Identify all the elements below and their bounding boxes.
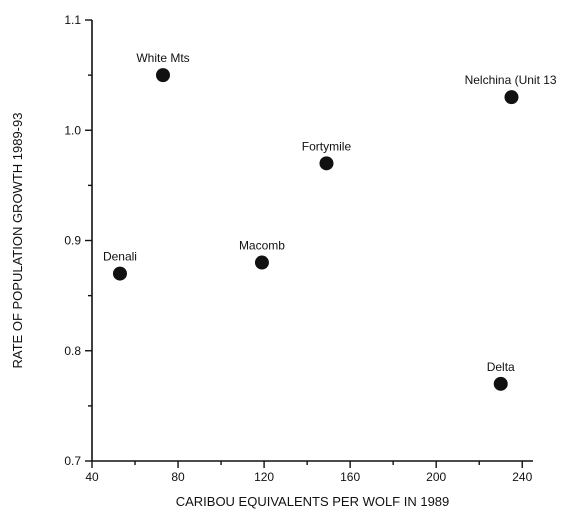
- x-axis-title: CARIBOU EQUIVALENTS PER WOLF IN 1989: [176, 494, 450, 509]
- x-tick-label: 120: [254, 470, 274, 484]
- y-tick-label: 1.1: [64, 13, 81, 27]
- point-label: Nelchina (Unit 13: [465, 73, 557, 87]
- data-point: [319, 156, 334, 171]
- y-tick-label: 1.0: [64, 123, 81, 137]
- point-label: Macomb: [239, 239, 285, 253]
- x-tick-label: 40: [85, 470, 99, 484]
- data-point: [155, 68, 170, 83]
- point-label: Delta: [487, 360, 515, 374]
- point-label: Fortymile: [302, 139, 352, 153]
- y-axis-title: RATE OF POPULATION GROWTH 1989-93: [10, 113, 25, 369]
- x-tick-label: 160: [340, 470, 360, 484]
- x-tick-label: 80: [171, 470, 185, 484]
- x-ticks: 40 80 120 160 200 240: [85, 461, 533, 484]
- y-tick-label: 0.7: [64, 454, 81, 468]
- y-tick-label: 0.8: [64, 344, 81, 358]
- point-label: Denali: [103, 250, 137, 264]
- data-point: [254, 255, 269, 270]
- point-label: White Mts: [136, 51, 189, 65]
- data-points: White Mts Nelchina (Unit 13 Fortymile Denal…: [103, 51, 557, 391]
- data-point: [493, 376, 508, 391]
- x-tick-label: 240: [512, 470, 532, 484]
- x-tick-label: 200: [426, 470, 446, 484]
- data-point: [504, 90, 519, 105]
- y-tick-label: 0.9: [64, 234, 81, 248]
- y-ticks: 0.7 0.8 0.9 1.0 1.1: [64, 13, 92, 468]
- data-point: [112, 266, 127, 281]
